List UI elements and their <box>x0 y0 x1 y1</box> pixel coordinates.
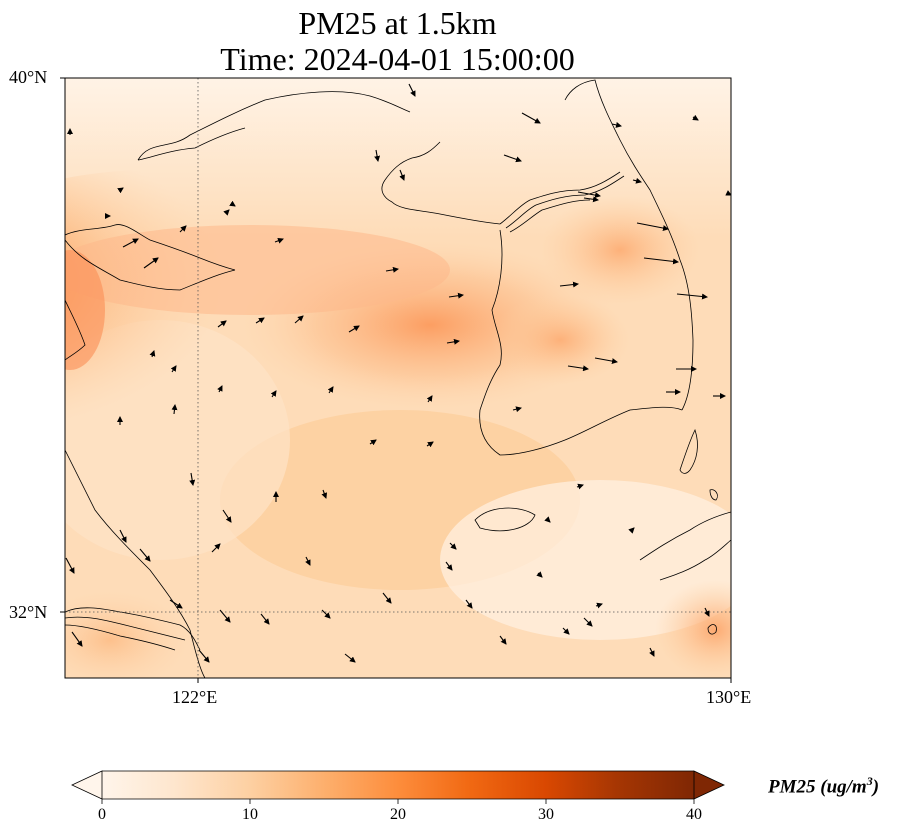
gridlines <box>65 78 731 678</box>
wind-vector <box>217 320 227 328</box>
wind-vector <box>170 365 177 373</box>
wind-vector <box>594 357 618 365</box>
wind-vector <box>632 177 642 184</box>
wind-vector <box>321 609 331 619</box>
colorbar-tick-0: 0 <box>98 806 106 823</box>
wind-vector <box>71 631 83 647</box>
wind-vector <box>446 338 460 345</box>
wind-vector <box>122 238 139 248</box>
wind-vector <box>559 281 579 288</box>
wind-vector <box>628 527 635 534</box>
wind-vector <box>577 191 601 199</box>
wind-vector <box>65 557 75 574</box>
wind-vector <box>198 649 210 663</box>
wind-vector <box>426 441 434 448</box>
wind-vector <box>676 293 708 300</box>
wind-vector <box>260 613 270 625</box>
wind-vector <box>562 627 570 635</box>
wind-vector <box>255 317 265 324</box>
wind-vector <box>544 516 551 523</box>
wind-vector <box>374 149 381 162</box>
wind-vector <box>499 635 507 645</box>
wind-vector <box>321 489 328 499</box>
wind-vector <box>465 599 473 609</box>
wind-vector <box>704 607 710 617</box>
coastlines <box>65 79 731 678</box>
wind-vector <box>189 472 196 486</box>
wind-vector <box>270 390 277 398</box>
wind-vector <box>399 169 405 181</box>
wind-vector <box>512 406 522 413</box>
wind-vector <box>449 542 457 550</box>
wind-vector <box>445 561 453 571</box>
colorbar-tick-20: 20 <box>390 806 406 823</box>
wind-vector <box>583 617 593 627</box>
colorbar-tick-30: 30 <box>538 806 554 823</box>
wind-vector <box>223 209 230 216</box>
colorbar-tick-40: 40 <box>686 806 702 823</box>
wind-vector <box>385 266 399 273</box>
wind-vector <box>382 592 392 604</box>
wind-vector <box>636 222 669 231</box>
pm25-field <box>65 78 731 678</box>
wind-vector <box>119 529 127 543</box>
wind-vector <box>643 257 679 265</box>
lon-tick-122e: 122°E <box>172 687 218 707</box>
colorbar-label: PM25 (ug/m3) <box>768 774 880 798</box>
map-frame <box>64 77 732 679</box>
wind-vector <box>536 571 543 578</box>
wind-vector <box>274 237 284 244</box>
wind-vector <box>611 121 622 128</box>
wind-vector <box>211 543 221 553</box>
map-title-line2: Time: 2024-04-01 15:00:00 <box>220 41 575 77</box>
wind-vector <box>503 154 522 163</box>
wind-vector <box>649 647 655 657</box>
wind-vector <box>294 315 304 324</box>
wind-vector <box>348 325 360 333</box>
wind-vector <box>143 257 159 269</box>
wind-vector <box>217 385 223 393</box>
wind-vector <box>139 548 151 562</box>
wind-vector <box>692 114 699 121</box>
wind-vector <box>576 483 584 490</box>
wind-vectors <box>65 83 731 663</box>
wind-vector <box>327 386 334 394</box>
wind-vector <box>117 187 124 194</box>
wind-vector <box>448 292 464 299</box>
wind-vector <box>169 599 183 609</box>
wind-vector <box>583 196 599 203</box>
axis-ticks <box>60 77 732 683</box>
wind-vector <box>149 350 156 358</box>
wind-vector <box>408 83 416 97</box>
colorbar-tick-10: 10 <box>242 806 258 823</box>
wind-vector <box>725 190 731 196</box>
wind-vector <box>344 653 356 663</box>
lon-tick-130e: 130°E <box>706 687 752 707</box>
wind-vector <box>369 439 377 446</box>
lat-tick-32n: 32°N <box>9 602 48 622</box>
colorbar <box>71 770 725 804</box>
lat-tick-40n: 40°N <box>9 67 48 87</box>
map-title-line1: PM25 at 1.5km <box>298 5 497 41</box>
wind-vector <box>426 395 433 403</box>
wind-vector <box>179 225 187 233</box>
wind-vector <box>222 509 232 523</box>
wind-vector <box>171 404 178 415</box>
wind-vector <box>567 365 589 372</box>
wind-vector <box>521 112 541 124</box>
wind-vector <box>595 602 603 609</box>
wind-vector <box>305 556 311 566</box>
wind-vector <box>219 609 231 623</box>
wind-vector <box>229 200 236 207</box>
